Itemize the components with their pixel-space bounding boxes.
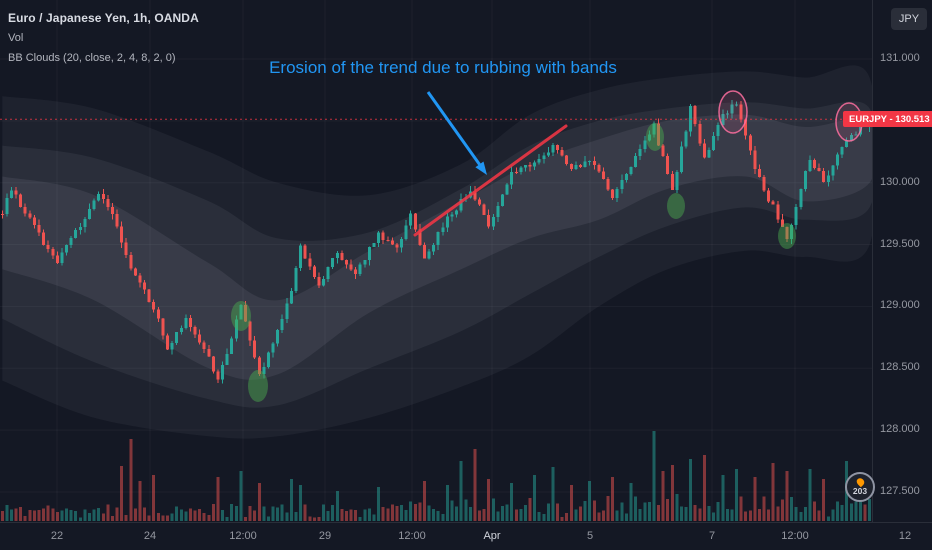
indicator-bb-clouds[interactable]: BB Clouds (20, close, 2, 4, 8, 2, 0) xyxy=(8,52,176,64)
price-axis-label: 130.000 xyxy=(880,175,920,188)
symbol-title[interactable]: Euro / Japanese Yen, 1h, OANDA xyxy=(8,11,199,25)
bb-clouds xyxy=(2,65,872,439)
trendline-drawing[interactable] xyxy=(413,124,568,237)
time-axis-label: 12:00 xyxy=(781,530,809,542)
price-axis[interactable]: JPY 131.000130.500130.000129.500129.0001… xyxy=(872,0,932,522)
indicator-volume[interactable]: Vol xyxy=(8,32,24,44)
annotation-arrow[interactable] xyxy=(426,91,487,175)
time-axis-label: Apr xyxy=(483,530,501,542)
time-axis[interactable]: 22 24 12:00 29 12:00 Apr 5 7 12:00 12 xyxy=(0,522,932,550)
price-axis-label: 129.500 xyxy=(880,237,920,250)
pink-highlight-ellipse[interactable] xyxy=(718,90,748,134)
green-highlight-ellipse[interactable] xyxy=(778,223,796,249)
streak-badge[interactable]: 203 xyxy=(845,472,875,502)
time-axis-label: 29 xyxy=(318,530,332,542)
green-highlight-ellipse[interactable] xyxy=(231,301,251,331)
volume-bars xyxy=(0,431,872,521)
price-chart-canvas[interactable] xyxy=(0,0,872,522)
price-axis-label: 127.500 xyxy=(880,484,920,497)
green-highlight-ellipse[interactable] xyxy=(646,123,664,151)
time-axis-label: 12:00 xyxy=(398,530,426,542)
annotation-note-text[interactable]: Erosion of the trend due to rubbing with… xyxy=(269,58,617,77)
candles xyxy=(0,100,872,384)
streak-count: 203 xyxy=(852,486,868,497)
chart-legend: Euro / Japanese Yen, 1h, OANDA Vol BB Cl… xyxy=(8,8,199,68)
price-axis-label: 131.000 xyxy=(880,52,920,64)
time-axis-label: 24 xyxy=(143,530,157,542)
green-highlight-ellipse[interactable] xyxy=(248,370,268,402)
price-axis-label: 129.000 xyxy=(880,299,920,312)
time-axis-label: 5 xyxy=(586,530,594,542)
price-axis-label: 128.500 xyxy=(880,361,920,374)
green-highlight-ellipse[interactable] xyxy=(667,193,685,219)
time-axis-label: 12 xyxy=(898,530,912,542)
price-axis-label: 128.000 xyxy=(880,423,920,436)
last-price-label: EURJPY - 130.513 xyxy=(843,111,932,128)
grid xyxy=(0,0,872,522)
currency-button[interactable]: JPY xyxy=(891,8,927,30)
time-axis-label: 12:00 xyxy=(229,530,257,542)
time-axis-label: 22 xyxy=(50,530,64,542)
time-axis-label: 7 xyxy=(708,530,716,542)
